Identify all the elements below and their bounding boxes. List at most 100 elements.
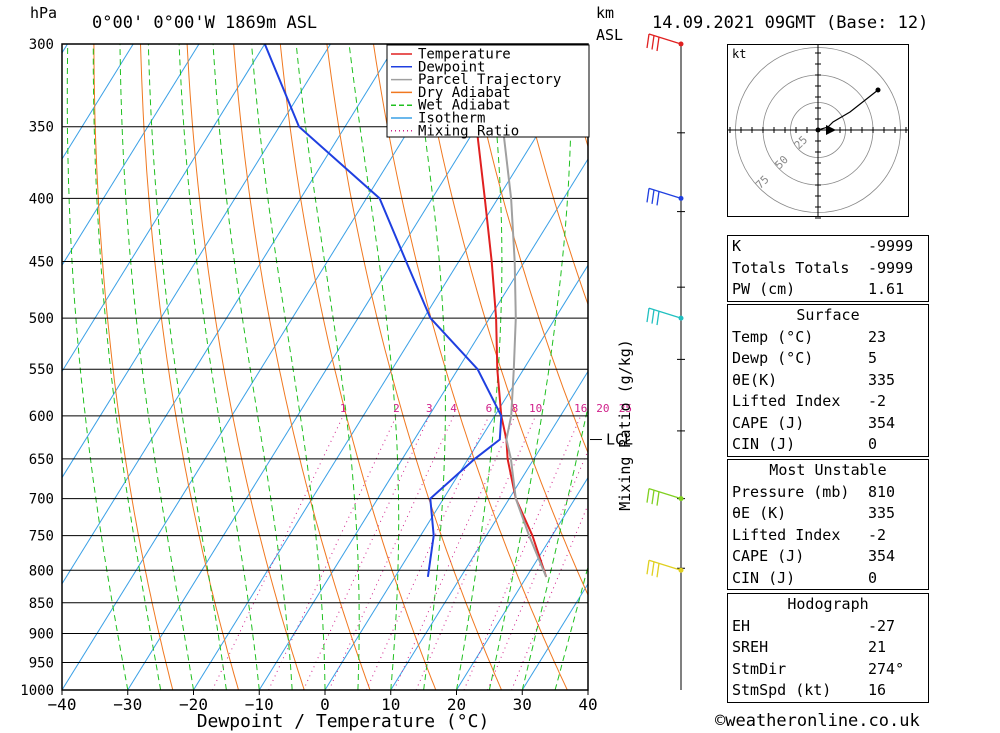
mixing-ratio-tick-label: 3 [426,402,433,415]
isotherm-line [390,370,588,690]
index-row: Pressure (mb) 810 [728,482,928,504]
index-row: Lifted Index -2 [728,391,928,413]
index-row: CIN (J) 0 [728,568,928,590]
index-row: PW (cm) 1.61 [728,279,928,301]
legend-entry: Temperature [418,47,511,63]
legend-entry: Dry Adiabat [418,85,511,101]
lcl-label: LCL [606,431,633,449]
dewpoint-profile [263,44,503,578]
legend-entry: Parcel Trajectory [418,72,561,88]
index-value: 0 [868,435,878,453]
hodograph-table: Hodograph EH -27 SREH 21 StmDir 274° StmSpd (k… [727,593,929,703]
index-value: 1.61 [868,280,905,298]
isotherm-line [62,44,266,373]
most-unstable-title: Most Unstable [769,461,887,479]
index-row: EH -27 [728,616,928,638]
index-label: EH [732,616,751,635]
mixing-ratio-line [268,415,397,690]
isotherm-line [62,44,134,161]
storm-motion-icon [826,125,836,135]
index-label: StmSpd (kt) [732,681,832,699]
pressure-tick-label: 300 [29,37,54,53]
index-value: -27 [868,616,896,635]
index-label: CAPE (J) [732,413,805,432]
index-label: Temp (°C) [732,327,814,346]
hodograph-unit: kt [732,47,746,61]
legend-entry: Mixing Ratio [418,123,519,139]
index-label: Pressure (mb) [732,482,850,501]
index-value: 23 [868,327,887,346]
pressure-tick-label: 800 [29,563,54,579]
index-row: SREH 21 [728,637,928,659]
isotherm-line [62,44,397,585]
index-value: 21 [868,638,887,656]
dry-adiabat-line [979,44,1000,690]
dry-adiabat-line [466,44,588,455]
index-value: 0 [868,568,878,587]
index-row: θE (K) 335 [728,503,928,525]
mixing-ratio-tick-label: 16 [574,402,587,415]
index-value: 335 [868,370,896,389]
index-row: StmSpd (kt) 16 [728,680,928,702]
mixing-ratio-tick-label: 25 [619,402,632,415]
index-row: Totals Totals -9999 [728,258,928,280]
dry-adiabat-line [279,44,437,690]
index-label: CIN (J) [732,435,796,453]
pressure-tick-label: 350 [29,120,54,136]
index-row: Dewp (°C) 5 [728,348,928,370]
surface-title: Surface [796,306,860,324]
isotherm-line [62,44,331,479]
index-value: 335 [868,504,896,522]
wet-adiabat-line [66,44,129,690]
pressure-tick-label: 650 [29,452,54,468]
wet-adiabat-line [554,564,588,690]
x-tick-label: 40 [578,695,597,714]
credit-text: ©weatheronline.co.uk [715,711,920,731]
index-label: Lifted Index [732,392,841,410]
x-axis-label: Dewpoint / Temperature (°C) [197,711,490,732]
x-tick-label: 30 [513,695,532,714]
dry-adiabat-line [93,44,174,690]
x-tick-label: 20 [447,695,466,714]
mixing-ratio-tick-label: 2 [393,402,400,415]
surface-table: Surface Temp (°C) 23 Dewp (°C) 5 θE(K) 335 Lif… [727,304,929,457]
isotherm-line [0,44,2,690]
isotherm-line [127,44,529,690]
pressure-tick-label: 450 [29,255,54,271]
pressure-tick-label: 850 [29,596,54,612]
index-value: 274° [868,659,905,678]
x-tick-label: −10 [245,695,274,714]
index-row: Temp (°C) 23 [728,327,928,349]
wind-barb [646,33,684,52]
mixing-ratio-line [328,415,454,690]
wind-barb [646,307,684,326]
most-unstable-table: Most Unstable Pressure (mb) 810 θE (K) 335 L… [727,459,929,590]
mixing-ratio-line [211,415,344,690]
mixing-ratio-line [463,415,582,690]
index-row: Lifted Index -2 [728,525,928,547]
parcel-trajectory-profile [487,44,548,578]
isotherm-line [62,44,463,690]
mixing-ratio-line [393,415,516,690]
wet-adiabat-line [488,44,572,690]
pressure-tick-label: 900 [29,626,54,642]
mixing-ratio-tick-label: 10 [529,402,542,415]
isotherm-line [62,44,200,267]
index-value: 16 [868,681,887,699]
index-label: CIN (J) [732,568,796,587]
index-value: -9999 [868,237,914,255]
index-row: θE(K) 335 [728,370,928,392]
legend-entry: Wet Adiabat [418,98,511,114]
mixing-ratio-tick-label: 4 [450,402,457,415]
mixing-ratio-line [366,415,490,690]
dry-adiabat-line [233,44,371,690]
index-label: θE (K) [732,504,787,522]
x-tick-label: −30 [113,695,142,714]
dry-adiabat-line [933,44,1000,690]
datetime-title: 14.09.2021 09GMT (Base: 12) [652,13,929,33]
wet-adiabat-line [456,44,503,690]
wind-barb [646,187,684,206]
pressure-tick-label: 550 [29,362,54,378]
asl-label: ASL [596,26,624,44]
